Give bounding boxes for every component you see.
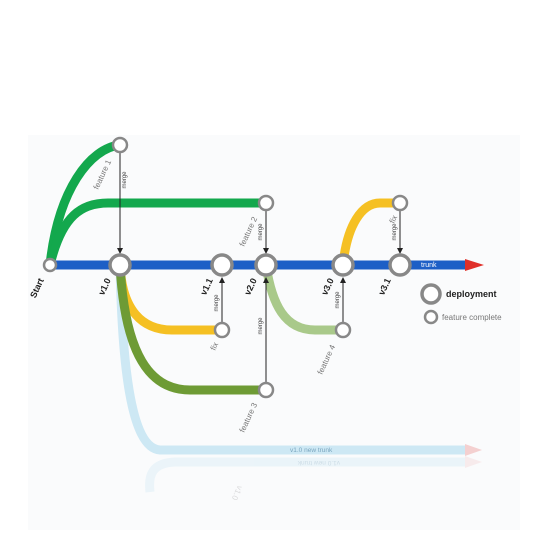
fix2-branch	[338, 198, 400, 266]
merge-label-feature1: merge	[122, 171, 128, 189]
trunk-arrow	[465, 259, 484, 271]
merge-label-fix1: merge	[214, 294, 220, 312]
trunk-label: trunk	[421, 262, 437, 269]
reflection-arrow	[465, 456, 482, 468]
new-trunk-label: v1.0 new trunk	[290, 447, 333, 454]
merge-label-feature4: merge	[335, 291, 341, 309]
fix1-label: fix	[209, 341, 221, 352]
background-panel	[28, 135, 520, 530]
feature1-complete-node	[111, 136, 129, 154]
legend-deployment-icon	[420, 283, 442, 305]
reflection: v1.0 new trunk	[145, 456, 482, 493]
merge-label-fix2: merge	[392, 223, 398, 241]
merge-label-feature2: merge	[258, 223, 264, 241]
v2-0-node	[254, 253, 278, 277]
reflection-line	[145, 457, 465, 493]
feature3-complete-node	[257, 381, 275, 399]
feature3-branch	[115, 264, 266, 395]
v1-0-node	[108, 253, 132, 277]
legend: deployment feature complete	[420, 283, 502, 325]
fix1-complete-node	[213, 321, 231, 339]
fix2-label: fix	[388, 214, 400, 225]
start-node	[42, 257, 58, 273]
v3-1-node	[388, 253, 412, 277]
v1-1-node	[210, 253, 234, 277]
v3-0-node	[331, 253, 355, 277]
reflection-label: v1.0 new trunk	[297, 459, 340, 466]
new-trunk-arrow	[465, 444, 482, 456]
legend-feature-complete-icon	[423, 309, 439, 325]
feature4-complete-node	[334, 321, 352, 339]
fix2-complete-node	[391, 194, 409, 212]
legend-deployment-label: deployment	[446, 289, 497, 299]
merge-label-feature3: merge	[258, 317, 264, 335]
legend-feature-complete-label: feature complete	[442, 313, 502, 322]
feature2-complete-node	[257, 194, 275, 212]
feature2-branch	[45, 198, 265, 267]
